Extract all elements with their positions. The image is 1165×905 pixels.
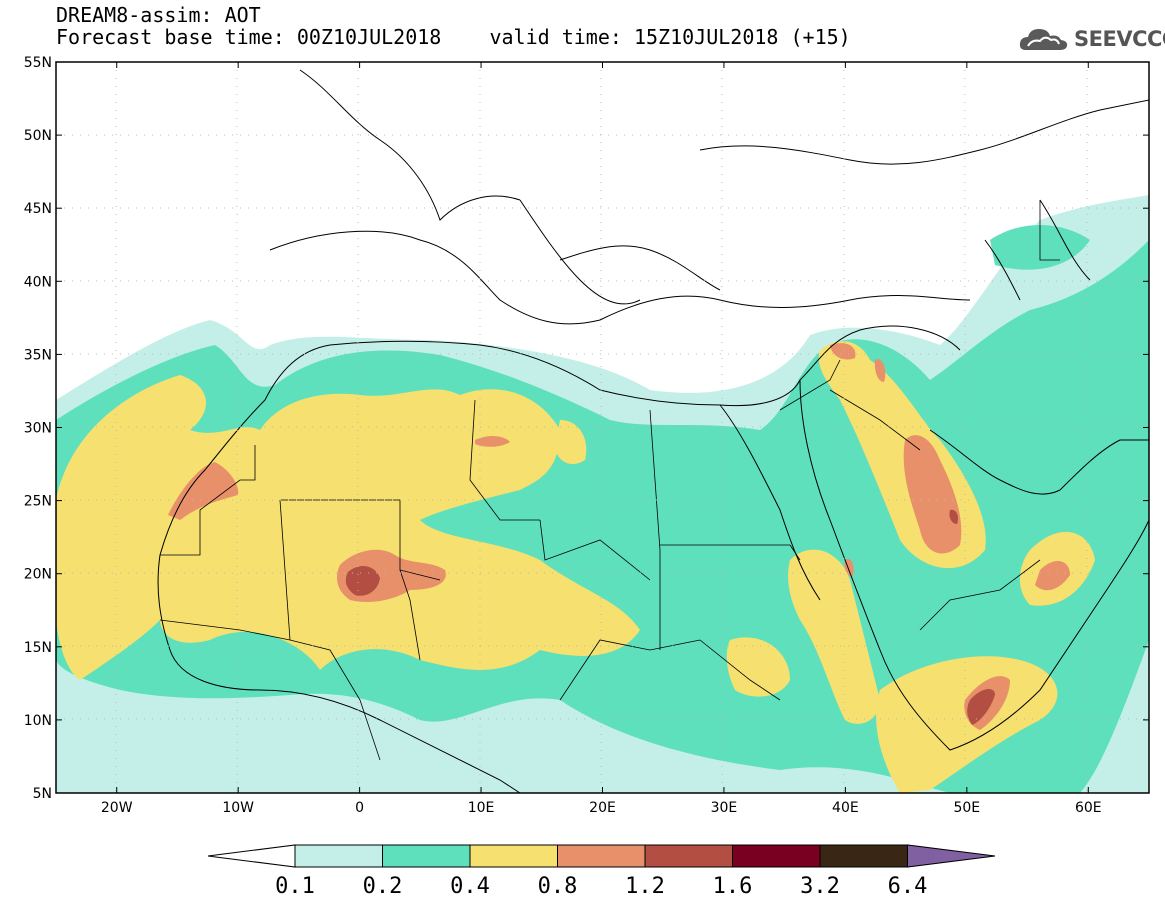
colorbar-swatch xyxy=(382,844,471,868)
aot-band-1.2-1.6 xyxy=(345,509,995,725)
lat-tick-label: 15N xyxy=(24,640,52,656)
lon-tick-label: 30E xyxy=(711,800,738,816)
colorbar-label: 0.8 xyxy=(538,874,578,899)
colorbar: 0.1 0.2 0.4 0.8 1.2 1.6 3.2 6.4 xyxy=(207,844,996,899)
forecast-time-line: Forecast base time: 00Z10JUL2018 valid t… xyxy=(56,25,851,49)
colorbar-label: 0.4 xyxy=(450,874,490,899)
colorbar-label: 0.2 xyxy=(363,874,403,899)
seevccc-logo: SEEVCCC xyxy=(1018,22,1165,56)
colorbar-label: 3.2 xyxy=(800,874,840,899)
colorbar-swatch xyxy=(732,844,821,868)
lon-tick-label: 0 xyxy=(355,800,364,816)
cloud-logo-icon xyxy=(1019,29,1068,50)
lon-tick-label: 50E xyxy=(953,800,980,816)
lat-tick-label: 20N xyxy=(24,567,52,583)
lat-tick-label: 30N xyxy=(24,421,52,437)
coastlines xyxy=(157,69,1149,793)
lat-tick-label: 40N xyxy=(24,274,52,290)
colorbar-label: 1.6 xyxy=(713,874,753,899)
colorbar-label: 0.1 xyxy=(275,874,315,899)
colorbar-swatch xyxy=(469,844,558,868)
aot-band-0.4-0.8 xyxy=(56,341,1095,793)
map-title: DREAM8-assim: AOT xyxy=(56,3,261,27)
lat-tick-label: 10N xyxy=(24,713,52,729)
colorbar-low-triangle xyxy=(207,844,296,868)
lon-tick-label: 10W xyxy=(222,800,254,816)
logo-text: SEEVCCC xyxy=(1074,27,1165,51)
lon-tick-label: 20W xyxy=(101,800,133,816)
colorbar-high-triangle xyxy=(907,844,996,868)
aot-field xyxy=(56,62,1149,793)
lat-tick-label: 35N xyxy=(24,347,52,363)
lat-tick-label: 5N xyxy=(33,786,52,802)
lon-tick-label: 20E xyxy=(589,800,616,816)
colorbar-swatch xyxy=(557,844,646,868)
colorbar-swatch xyxy=(294,844,383,868)
colorbar-label: 6.4 xyxy=(888,874,928,899)
lon-tick-label: 40E xyxy=(832,800,859,816)
country-borders xyxy=(159,200,1060,761)
colorbar-swatch xyxy=(819,844,908,868)
colorbar-label: 1.2 xyxy=(625,874,665,899)
lat-tick-label: 55N xyxy=(24,55,52,71)
lat-tick-label: 25N xyxy=(24,494,52,510)
lon-tick-label: 10E xyxy=(468,800,495,816)
lat-tick-label: 45N xyxy=(24,201,52,217)
lat-tick-label: 50N xyxy=(24,128,52,144)
colorbar-swatch xyxy=(644,844,733,868)
lon-tick-label: 60E xyxy=(1075,800,1102,816)
axis-ticks: 20W 10W 0 10E 20E 30E 40E 50E 60E 55N 50N 45N 40N 35N… xyxy=(24,55,1149,816)
